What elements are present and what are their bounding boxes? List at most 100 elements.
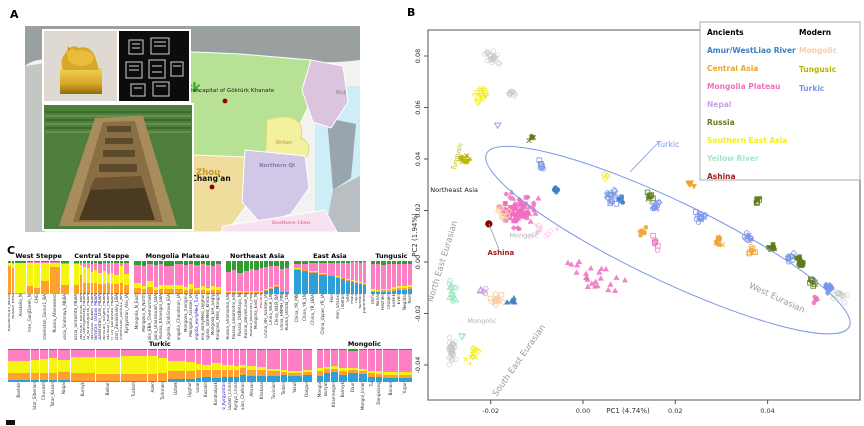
ancestry-segment xyxy=(397,263,402,287)
ancestry-segment xyxy=(302,372,312,376)
admixture-bar xyxy=(102,261,106,294)
cluster-sea-asia-high xyxy=(471,86,490,107)
admixture-section-west-steppe: West Steppe Kazakhstan_Botai Russia_EHG Ana… xyxy=(8,252,70,340)
ancestry-segment xyxy=(141,261,147,267)
admixture-section-title: Mongolia Plateau xyxy=(145,252,210,260)
ancestry-segment xyxy=(193,293,200,294)
ancestry-segment xyxy=(302,269,308,271)
ancestry-segment xyxy=(205,288,210,291)
ancestry-segment xyxy=(86,293,90,294)
ancestry-segment xyxy=(399,372,412,375)
population-label: Mongolia_East_N xyxy=(254,294,259,330)
ancestry-segment xyxy=(153,293,158,294)
scatter-point xyxy=(648,192,655,198)
admixture-bar xyxy=(402,261,407,295)
scatter-point xyxy=(552,186,558,191)
population-label: Dolgan xyxy=(303,382,309,397)
ancestry-segment xyxy=(330,349,339,351)
population-label: Han_Shanxi xyxy=(335,294,340,319)
ancestry-segment xyxy=(141,286,147,290)
population-label: Todzin xyxy=(281,382,287,396)
ancestry-segment xyxy=(168,349,185,350)
annotation-northeast-asia: Northeast Asia xyxy=(430,186,478,194)
ancestry-segment xyxy=(195,349,201,350)
ancestry-segment xyxy=(40,373,49,380)
ancestry-segment xyxy=(386,288,391,291)
ancestry-segment xyxy=(148,374,158,381)
ancestry-segment xyxy=(354,262,358,282)
population-label: Mongolia_earlyMed_Turk xyxy=(193,294,199,340)
admixture-bar xyxy=(302,261,308,294)
population-label: Buryat xyxy=(323,382,329,396)
ancestry-segment xyxy=(158,349,168,359)
ancestry-segment xyxy=(74,285,79,294)
ancestry-segment xyxy=(368,373,376,377)
ancestry-segment xyxy=(153,264,158,287)
population-label: Nivh xyxy=(407,294,412,304)
admixture-bar xyxy=(376,349,383,382)
ancestry-segment xyxy=(58,360,70,373)
admixture-section-central-steppe: Central Steppe Russia_Sintashta_MLBA Kazak… xyxy=(74,252,130,340)
scatter-point xyxy=(844,292,850,298)
scatter-point xyxy=(616,196,622,202)
ancestry-segment xyxy=(227,365,233,370)
population-label: Kazakhstan_Kumsay_EBA xyxy=(79,294,83,340)
admixture-bar xyxy=(106,261,110,295)
admixture-bar xyxy=(407,261,412,294)
legend-modern-title: Modern xyxy=(799,28,831,37)
scatter-point xyxy=(686,180,693,187)
admixture-section-title: Turkic xyxy=(148,340,171,348)
ancestry-segment xyxy=(335,261,341,263)
ancestry-segment xyxy=(158,372,168,381)
admixture-bar xyxy=(183,261,188,294)
ancestry-segment xyxy=(391,264,397,288)
ancestry-segment xyxy=(233,369,239,377)
ancestry-segment xyxy=(50,261,61,262)
ancestry-segment xyxy=(225,291,231,293)
ancestry-segment xyxy=(293,268,302,269)
ancestry-segment xyxy=(49,349,58,350)
cluster-mongolia-plateau-spread xyxy=(564,258,610,289)
ancestry-segment xyxy=(346,279,350,280)
admixture-bar xyxy=(330,349,339,382)
ancestry-segment xyxy=(240,368,247,375)
ancestry-segment xyxy=(8,262,11,264)
ancestry-segment xyxy=(268,288,274,294)
ancestry-segment xyxy=(185,349,195,350)
ancestry-segment xyxy=(70,356,95,374)
ancestry-segment xyxy=(221,349,227,350)
ancestry-segment xyxy=(335,276,341,278)
ancestry-segment xyxy=(123,284,130,294)
population-label: China_AR_Xianbei_IA xyxy=(263,294,268,338)
ancestry-segment xyxy=(348,373,359,382)
historical-map: Türk Ordu / The capital of Göktürk Khana… xyxy=(25,26,360,232)
ancestry-segment xyxy=(397,286,402,289)
ancestry-segment xyxy=(376,377,383,382)
scatter-point xyxy=(509,298,516,304)
admixture-bar xyxy=(267,349,281,382)
admixture-bar xyxy=(210,261,216,294)
ancestry-segment xyxy=(341,261,346,263)
ancestry-segment xyxy=(402,289,407,295)
ancestry-segment xyxy=(31,349,40,350)
population-label: Miao xyxy=(350,294,354,304)
population-label: Turkmenistan_Gonur2_BA xyxy=(120,294,123,340)
ancestry-segment xyxy=(249,268,254,292)
ancestry-segment xyxy=(381,291,386,294)
population-label: Azeri xyxy=(149,382,155,393)
scatter-point xyxy=(446,346,453,352)
ancestry-segment xyxy=(58,349,70,361)
scatter-point xyxy=(613,274,620,280)
ancestry-segment xyxy=(11,268,15,294)
ancestry-segment xyxy=(94,261,98,264)
scatter-point xyxy=(810,283,816,289)
ancestry-segment xyxy=(323,372,330,382)
ancestry-segment xyxy=(402,285,407,288)
annotation-turkic: Turkic xyxy=(655,140,679,149)
ancestry-segment xyxy=(247,349,257,367)
ancestry-segment xyxy=(281,350,288,370)
ancestry-segment xyxy=(231,292,236,294)
admixture-bar xyxy=(263,261,268,294)
admixture-bar xyxy=(236,261,244,294)
ancestry-segment xyxy=(98,272,102,284)
